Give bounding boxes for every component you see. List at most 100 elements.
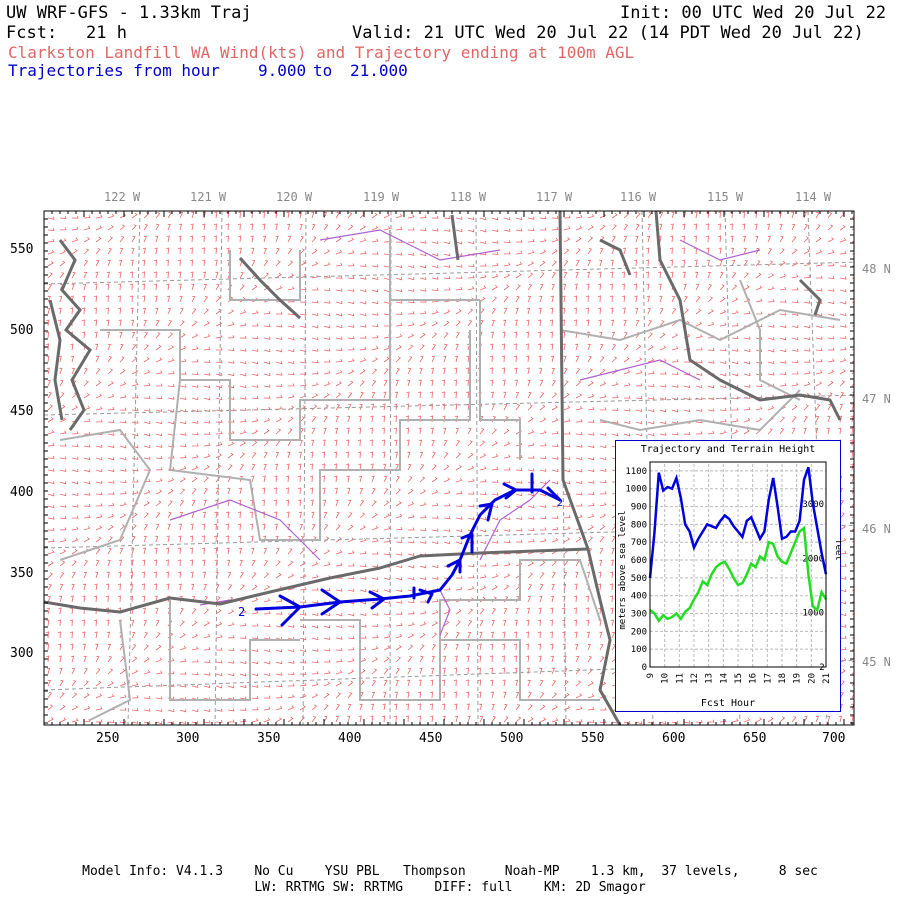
- trajectory-chevron-9: [530, 472, 562, 502]
- trajectory-range-prefix: Trajectories from hour: [8, 61, 220, 80]
- coast-line-1: [58, 239, 92, 431]
- wa-or-border: [44, 547, 589, 614]
- inset-end-marker: 2: [819, 663, 824, 673]
- inset-y-tick: 600: [631, 556, 647, 566]
- county-line-5: [300, 619, 600, 701]
- longitude-label: 118 W: [450, 190, 487, 204]
- state-borders: [44, 211, 842, 725]
- init-time: Init: 00 UTC Wed 20 Jul 22: [620, 3, 887, 23]
- flathead-lake: [798, 278, 822, 316]
- inset-x-tick: 18: [778, 673, 788, 684]
- county-line-7: [439, 559, 601, 640]
- x-grid-label: 650: [743, 731, 767, 746]
- or-id-border: [586, 548, 622, 725]
- inset-x-tick: 16: [749, 673, 759, 684]
- latitude-label: 46 N: [862, 522, 891, 536]
- trajectory-chevron-3: [368, 590, 386, 610]
- longitude-label: 121 W: [190, 190, 227, 204]
- longitude-label: 122 W: [104, 190, 141, 204]
- trajectory-end-label: 2: [557, 498, 564, 509]
- trajectory-chevron-2: [320, 588, 342, 616]
- inset-y-tick: 200: [631, 627, 647, 637]
- x-grid-label: 500: [500, 731, 524, 746]
- coast-line-2: [48, 299, 64, 421]
- inset-x-tick: 19: [793, 673, 803, 684]
- puget-sound-coast: [48, 214, 822, 431]
- y-grid-label: 300: [10, 646, 34, 661]
- fcst-value: 21 h: [86, 23, 127, 43]
- inset-series: [648, 466, 828, 623]
- latitude-label: 48 N: [862, 262, 891, 276]
- inset-y-tick: 0: [642, 663, 647, 673]
- inset-x-tick: 21: [822, 673, 832, 684]
- inset-y-tick: 1000: [625, 485, 647, 495]
- inset-y-tick: 800: [631, 520, 647, 530]
- inset-y-tick: 900: [631, 503, 647, 513]
- longitude-label: 115 W: [707, 190, 744, 204]
- trajectory-chevron-8: [502, 482, 518, 500]
- valid-time: Valid: 21 UTC Wed 20 Jul 22 (14 PDT Wed …: [352, 23, 864, 43]
- map-subtitle: Clarkston Landfill WA Wind(kts) and Traj…: [8, 43, 635, 62]
- x-grid-label: 300: [176, 731, 200, 746]
- trajectory-chevron-4: [412, 586, 434, 604]
- county-line-6: [169, 600, 300, 701]
- county-line-12: [89, 619, 132, 721]
- id-mt-border: [654, 211, 842, 421]
- county-line-8: [599, 389, 801, 432]
- rivers-layer: [169, 229, 761, 636]
- wa-id-border: [558, 211, 590, 550]
- inset-y-tick: 1100: [625, 467, 647, 477]
- lat-line-47: [44, 394, 854, 416]
- inset-x-tick: 9: [646, 673, 656, 678]
- inset-title: Trajectory and Terrain Height: [641, 444, 816, 455]
- trajectory-path: [254, 472, 562, 627]
- inset-y-tick-feet: 2000: [802, 554, 824, 564]
- model-info-line2: LW: RRTMG SW: RRTMG DIFF: full KM: 2D Sm…: [254, 880, 646, 895]
- longitude-label: 120 W: [276, 190, 313, 204]
- model-info-line1: Model Info: V4.1.3 No Cu YSU PBL Thompso…: [82, 864, 818, 879]
- inset-xlabel: Fcst Hour: [701, 698, 755, 709]
- inset-x-tick: 17: [763, 673, 773, 684]
- inset-x-tick: 11: [675, 673, 685, 684]
- county-line-2: [168, 330, 471, 541]
- y-grid-label: 550: [10, 242, 34, 257]
- longitude-label: 117 W: [536, 190, 573, 204]
- county-boundaries: [59, 230, 841, 721]
- trajectory-height-line: [648, 466, 828, 579]
- inset-x-tick: 15: [734, 673, 744, 684]
- y-grid-label: 500: [10, 323, 34, 338]
- lon-line-121: [214, 211, 223, 725]
- river-1: [169, 499, 321, 561]
- trajectory-chevron-7: [478, 502, 494, 522]
- inset-x-tick: 20: [807, 673, 817, 684]
- y-grid-label: 400: [10, 485, 34, 500]
- y-grid-label: 350: [10, 566, 34, 581]
- county-line-10: [739, 279, 801, 401]
- inset-x-tick: 10: [661, 673, 671, 684]
- county-line-3: [229, 230, 391, 301]
- county-line-1: [100, 299, 480, 441]
- lake-roosevelt: [450, 214, 460, 261]
- inset-x-tick: 13: [705, 673, 715, 684]
- x-grid-label: 550: [581, 731, 605, 746]
- lake-pend-oreille: [599, 238, 632, 276]
- map-frame: [43, 210, 855, 726]
- trajectory-start-label: 2: [238, 605, 246, 619]
- river-5: [679, 239, 761, 261]
- county-line-9: [559, 308, 841, 342]
- lat-line-48: [44, 261, 854, 285]
- inset-x-tick: 14: [719, 673, 729, 684]
- x-grid-label: 450: [419, 731, 443, 746]
- inset-y-tick: 100: [631, 645, 647, 655]
- trajectory-chevron-1: [278, 594, 302, 627]
- inset-ylabel-left: meters above sea level: [618, 510, 628, 629]
- model-title: UW WRF-GFS - 1.33km Traj: [6, 3, 252, 23]
- county-line-4: [479, 300, 521, 460]
- latitude-label: 45 N: [862, 655, 891, 669]
- longitude-label: 114 W: [795, 190, 832, 204]
- latitude-label: 47 N: [862, 392, 891, 406]
- longitude-label: 116 W: [620, 190, 657, 204]
- inset-plot-area: [649, 461, 827, 668]
- lon-line-120: [302, 211, 307, 725]
- inset-y-tick-feet: 1000: [802, 609, 824, 619]
